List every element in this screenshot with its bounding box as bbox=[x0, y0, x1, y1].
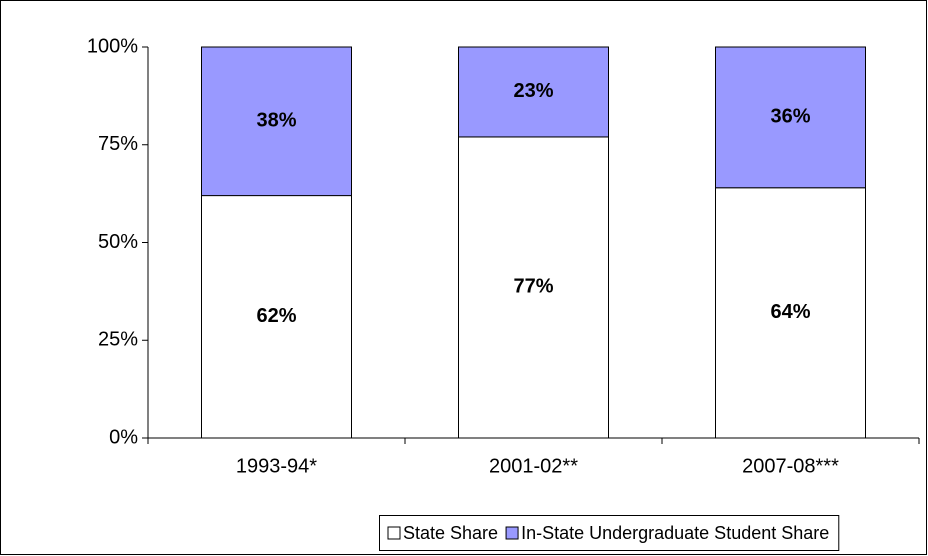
y-tick-label: 0% bbox=[109, 426, 138, 448]
legend-swatch bbox=[387, 526, 401, 540]
x-tick-label: 2007-08*** bbox=[742, 455, 839, 477]
x-tick-label: 2001-02** bbox=[489, 455, 578, 477]
bar-segment bbox=[201, 195, 352, 439]
value-label: 38% bbox=[256, 110, 296, 132]
bar-segment bbox=[715, 46, 866, 189]
bar-segment bbox=[201, 46, 352, 197]
legend: State Share In-State Undergraduate Studen… bbox=[379, 515, 840, 551]
legend-swatch bbox=[505, 526, 519, 540]
value-label: 64% bbox=[770, 301, 810, 323]
value-label: 77% bbox=[513, 276, 553, 298]
legend-label: In-State Undergraduate Student Share bbox=[521, 523, 829, 543]
y-tick-label: 100% bbox=[87, 35, 138, 57]
value-label: 23% bbox=[513, 80, 553, 102]
y-tick-label: 25% bbox=[98, 329, 138, 351]
bar-segment bbox=[458, 46, 609, 138]
value-label: 62% bbox=[256, 305, 296, 327]
legend-label: State Share bbox=[403, 523, 498, 543]
value-label: 36% bbox=[770, 106, 810, 128]
legend-box bbox=[379, 515, 840, 551]
y-tick-label: 75% bbox=[98, 133, 138, 155]
x-tick-label: 1993-94* bbox=[236, 455, 317, 477]
y-tick-label: 50% bbox=[98, 231, 138, 253]
